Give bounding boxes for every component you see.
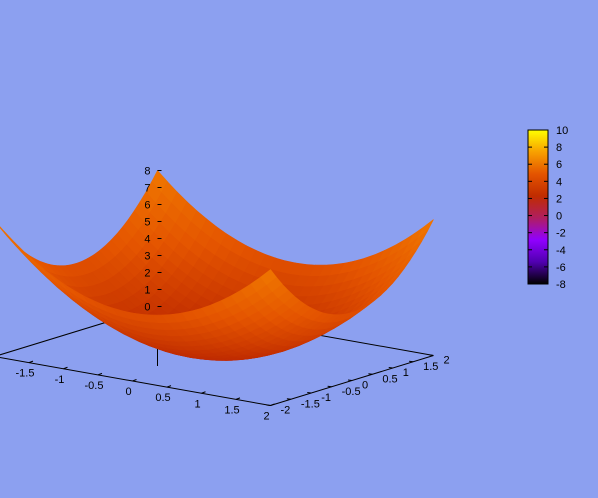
z-tick-label: 8 — [144, 166, 150, 178]
x-tick-label: 2 — [263, 411, 269, 423]
surface — [0, 169, 434, 361]
y-tick-mark — [286, 398, 291, 400]
y-tick-mark — [368, 373, 373, 375]
y-tick-label: 1.5 — [423, 361, 438, 373]
y-tick-label: -1 — [321, 392, 331, 404]
colorbar-gradient — [527, 129, 549, 285]
colorbar-tick-label: 8 — [556, 142, 562, 154]
y-tick-label: -0.5 — [342, 386, 361, 398]
x-tick-mark — [235, 397, 241, 400]
x-tick-mark — [63, 366, 68, 370]
x-tick-label: 1.5 — [224, 404, 239, 416]
x-tick-label: -1.5 — [16, 368, 35, 380]
colorbar-tick-label: 2 — [556, 193, 562, 205]
colorbar-tick-label: 10 — [556, 125, 568, 137]
y-tick-mark — [347, 379, 353, 381]
y-tick-label: 2 — [444, 355, 450, 367]
x-tick-label: -0.5 — [85, 380, 104, 392]
x-tick-mark — [201, 391, 206, 394]
colorbar: 10 8 6 4 2 0 -2 -4 -6 -8 — [527, 125, 568, 291]
colorbar-tick-label: -6 — [556, 262, 566, 274]
colorbar-tick-label: -2 — [556, 228, 566, 240]
y-tick-mark — [429, 354, 434, 356]
x-tick-mark — [270, 403, 275, 406]
y-tick-label: -2 — [281, 405, 291, 417]
y-tick-mark — [409, 360, 414, 363]
z-tick-label: 1 — [144, 285, 150, 297]
z-tick-label: 4 — [144, 234, 150, 246]
x-axis-line — [0, 356, 271, 406]
x-tick-label: 0.5 — [155, 392, 170, 404]
x-tick-label: 0 — [125, 386, 131, 398]
x-tick-label: -1 — [55, 374, 65, 386]
z-tick-label: 6 — [144, 200, 150, 212]
surface-patch — [260, 269, 277, 286]
y-tick-label: -1.5 — [301, 398, 320, 410]
y-tick-mark — [307, 392, 312, 394]
z-tick-label: 0 — [144, 302, 150, 314]
x-tick-label: 1 — [194, 398, 200, 410]
colorbar-tick-label: -4 — [556, 245, 566, 257]
colorbar-tick-label: 6 — [556, 159, 562, 171]
x-tick-mark — [132, 379, 137, 382]
y-tick-label: 1 — [403, 367, 409, 379]
surface-patch — [417, 219, 434, 239]
colorbar-tick-label: 4 — [556, 176, 562, 188]
z-tick-label: 3 — [144, 251, 150, 263]
z-tick-label: 7 — [144, 183, 150, 195]
y-tick-mark — [388, 367, 393, 369]
x-tick-mark — [166, 385, 172, 388]
y-tick-label: 0.5 — [382, 373, 397, 385]
y-tick-mark — [266, 404, 271, 406]
tick-labels: -2-1.5-1-0.500.511.52-2-1.5-1-0.500.511.… — [16, 166, 450, 423]
x-tick-mark — [28, 360, 34, 364]
colorbar-tick-label: -8 — [556, 279, 566, 291]
y-tick-label: 0 — [362, 380, 368, 392]
y-tick-mark — [327, 385, 332, 388]
x-tick-mark — [97, 372, 103, 376]
z-tick-label: 2 — [144, 268, 150, 280]
colorbar-tick-label: 0 — [556, 211, 562, 223]
z-tick-label: 5 — [144, 217, 150, 229]
